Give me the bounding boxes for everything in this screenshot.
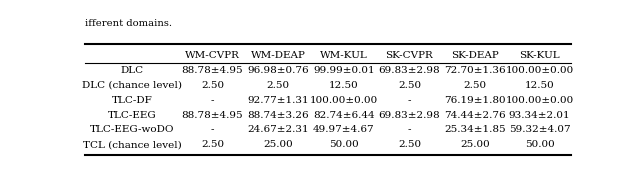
Text: 88.78±4.95: 88.78±4.95 <box>182 111 243 119</box>
Text: 76.19±1.80: 76.19±1.80 <box>444 96 506 105</box>
Text: 25.00: 25.00 <box>263 140 293 149</box>
Text: 93.34±2.01: 93.34±2.01 <box>509 111 570 119</box>
Text: SK-DEAP: SK-DEAP <box>451 51 499 60</box>
Text: 12.50: 12.50 <box>329 81 358 90</box>
Text: 2.50: 2.50 <box>398 140 421 149</box>
Text: 2.50: 2.50 <box>201 81 224 90</box>
Text: SK-CVPR: SK-CVPR <box>385 51 433 60</box>
Text: 88.78±4.95: 88.78±4.95 <box>182 66 243 75</box>
Text: SK-KUL: SK-KUL <box>519 51 560 60</box>
Text: 99.99±0.01: 99.99±0.01 <box>313 66 374 75</box>
Text: 2.50: 2.50 <box>267 81 290 90</box>
Text: WM-KUL: WM-KUL <box>320 51 367 60</box>
Text: DLC: DLC <box>121 66 144 75</box>
Text: 74.44±2.76: 74.44±2.76 <box>444 111 506 119</box>
Text: -: - <box>211 125 214 134</box>
Text: TCL (chance level): TCL (chance level) <box>83 140 182 149</box>
Text: 100.00±0.00: 100.00±0.00 <box>506 66 573 75</box>
Text: 2.50: 2.50 <box>463 81 486 90</box>
Text: -: - <box>408 96 411 105</box>
Text: DLC (chance level): DLC (chance level) <box>83 81 182 90</box>
Text: WM-CVPR: WM-CVPR <box>185 51 240 60</box>
Text: 100.00±0.00: 100.00±0.00 <box>506 96 573 105</box>
Text: TLC-EEG-woDO: TLC-EEG-woDO <box>90 125 175 134</box>
Text: 50.00: 50.00 <box>525 140 554 149</box>
Text: 69.83±2.98: 69.83±2.98 <box>379 66 440 75</box>
Text: TLC-EEG: TLC-EEG <box>108 111 157 119</box>
Text: 24.67±2.31: 24.67±2.31 <box>248 125 309 134</box>
Text: -: - <box>408 125 411 134</box>
Text: 25.00: 25.00 <box>460 140 490 149</box>
Text: TLC-DF: TLC-DF <box>112 96 153 105</box>
Text: 96.98±0.76: 96.98±0.76 <box>248 66 309 75</box>
Text: 92.77±1.31: 92.77±1.31 <box>248 96 309 105</box>
Text: 50.00: 50.00 <box>329 140 358 149</box>
Text: 12.50: 12.50 <box>525 81 554 90</box>
Text: 72.70±1.36: 72.70±1.36 <box>444 66 506 75</box>
Text: 49.97±4.67: 49.97±4.67 <box>313 125 374 134</box>
Text: 59.32±4.07: 59.32±4.07 <box>509 125 570 134</box>
Text: 2.50: 2.50 <box>201 140 224 149</box>
Text: ifferent domains.: ifferent domains. <box>85 19 172 28</box>
Text: 2.50: 2.50 <box>398 81 421 90</box>
Text: 69.83±2.98: 69.83±2.98 <box>379 111 440 119</box>
Text: 82.74±6.44: 82.74±6.44 <box>313 111 374 119</box>
Text: 25.34±1.85: 25.34±1.85 <box>444 125 506 134</box>
Text: 100.00±0.00: 100.00±0.00 <box>310 96 378 105</box>
Text: 88.74±3.26: 88.74±3.26 <box>248 111 309 119</box>
Text: -: - <box>211 96 214 105</box>
Text: WM-DEAP: WM-DEAP <box>251 51 306 60</box>
